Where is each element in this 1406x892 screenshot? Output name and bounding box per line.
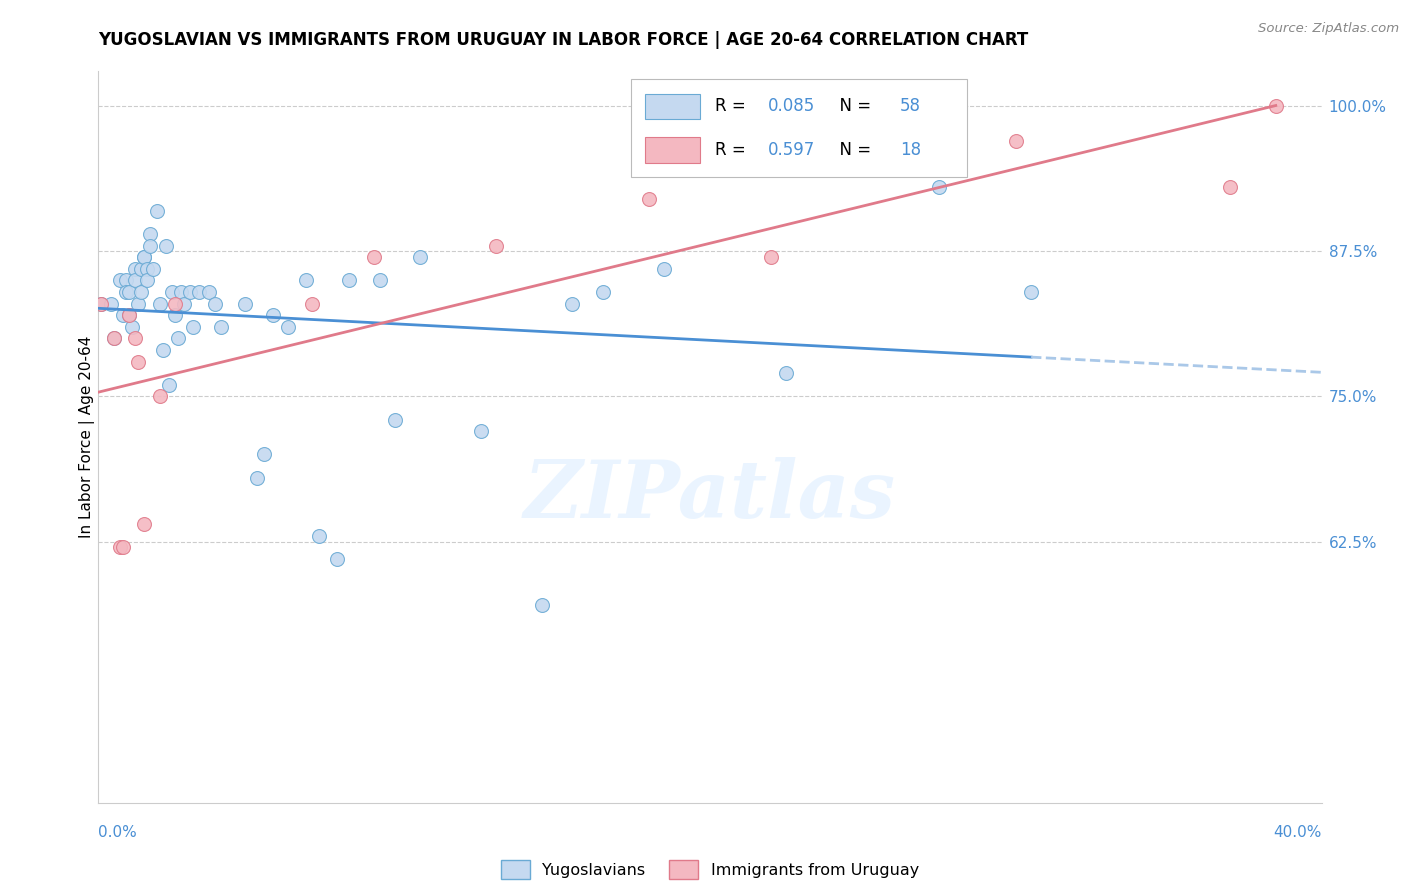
Point (233, 296, 256, 310)
Point (124, 331, 146, 345)
Point (337, 273, 360, 287)
Point (142, 261, 165, 276)
Point (759, 250, 782, 264)
Point (163, 296, 186, 310)
Point (163, 308, 186, 322)
Point (1004, 134, 1026, 148)
Point (637, 192, 661, 206)
Point (129, 285, 152, 299)
Point (155, 238, 177, 252)
Point (592, 285, 614, 299)
Point (111, 541, 134, 555)
Point (179, 285, 201, 299)
Point (928, 180, 950, 194)
Point (181, 319, 204, 334)
Point (108, 273, 131, 287)
Text: N =: N = (828, 97, 876, 115)
Point (1264, 99, 1286, 113)
Text: 18: 18 (900, 141, 921, 159)
Text: R =: R = (714, 141, 751, 159)
Point (262, 308, 284, 322)
Text: R =: R = (714, 97, 751, 115)
Point (561, 296, 583, 310)
Point (103, 331, 125, 345)
Point (124, 261, 146, 276)
Point (136, 261, 159, 276)
Point (118, 308, 141, 322)
Point (295, 273, 318, 287)
Point (301, 296, 323, 310)
Text: 40.0%: 40.0% (1274, 825, 1322, 840)
Point (129, 261, 152, 276)
Text: 58: 58 (900, 97, 921, 115)
Point (134, 250, 156, 264)
Point (149, 296, 172, 310)
Point (167, 331, 190, 345)
Text: 0.597: 0.597 (768, 141, 814, 159)
Point (127, 354, 149, 368)
Point (246, 471, 269, 485)
Point (100, 296, 122, 310)
Text: N =: N = (828, 141, 876, 159)
Point (277, 319, 299, 334)
Point (1019, 285, 1042, 299)
Point (136, 273, 159, 287)
Point (308, 529, 330, 543)
Point (170, 285, 193, 299)
Point (209, 319, 232, 334)
Point (118, 308, 141, 322)
Point (134, 517, 156, 532)
Point (1219, 180, 1241, 194)
Y-axis label: In Labor Force | Age 20-64: In Labor Force | Age 20-64 (79, 336, 96, 538)
Point (149, 389, 172, 403)
Point (139, 238, 162, 252)
Point (90, 296, 112, 310)
Point (160, 285, 183, 299)
Point (652, 261, 675, 276)
Point (103, 331, 125, 345)
Point (124, 273, 146, 287)
Point (152, 343, 174, 357)
Point (108, 541, 131, 555)
Point (157, 377, 180, 392)
Point (188, 285, 211, 299)
Text: 0.085: 0.085 (768, 97, 814, 115)
Text: ZIPatlas: ZIPatlas (524, 457, 896, 534)
Point (139, 227, 162, 241)
Point (115, 273, 138, 287)
Point (111, 308, 134, 322)
Point (145, 203, 167, 218)
Point (384, 412, 406, 426)
Point (363, 250, 385, 264)
Text: 0.0%: 0.0% (98, 825, 138, 840)
Point (252, 448, 274, 462)
Text: Source: ZipAtlas.com: Source: ZipAtlas.com (1258, 22, 1399, 36)
Bar (630, 78, 967, 178)
Point (408, 250, 430, 264)
Text: YUGOSLAVIAN VS IMMIGRANTS FROM URUGUAY IN LABOR FORCE | AGE 20-64 CORRELATION CH: YUGOSLAVIAN VS IMMIGRANTS FROM URUGUAY I… (98, 31, 1029, 49)
Point (775, 366, 797, 380)
Point (173, 296, 195, 310)
Point (127, 296, 149, 310)
Point (118, 285, 141, 299)
Legend: Yugoslavians, Immigrants from Uruguay: Yugoslavians, Immigrants from Uruguay (501, 861, 920, 879)
Point (470, 424, 492, 438)
Point (204, 296, 226, 310)
Point (530, 599, 553, 613)
Point (368, 273, 391, 287)
Point (121, 319, 143, 334)
Point (485, 238, 508, 252)
Point (197, 285, 219, 299)
Point (115, 285, 138, 299)
Point (134, 250, 156, 264)
Point (326, 552, 349, 566)
Bar (645, 137, 700, 162)
Bar (645, 94, 700, 120)
Point (90, 296, 112, 310)
